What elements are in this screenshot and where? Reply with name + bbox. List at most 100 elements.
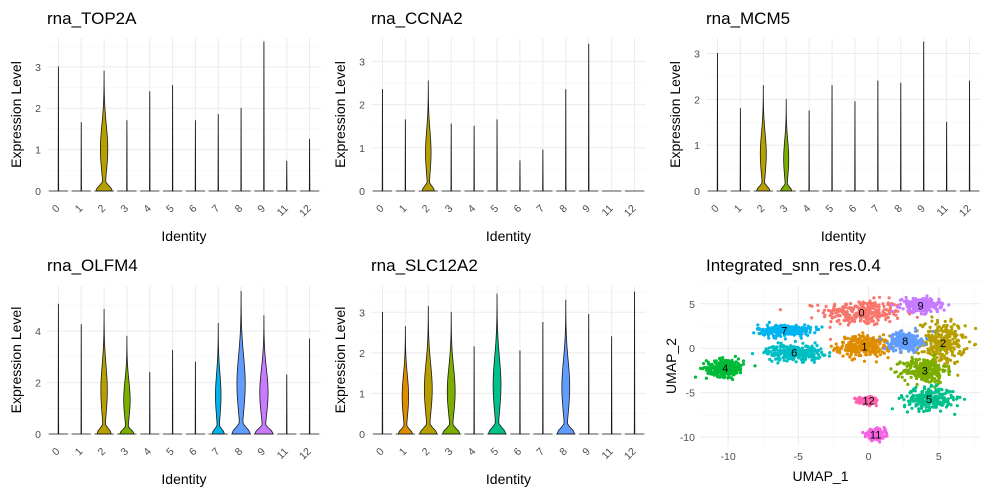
umap-point: [850, 319, 854, 323]
cluster-label: 11: [870, 429, 881, 441]
umap-point: [835, 346, 839, 350]
umap-point: [738, 371, 743, 375]
x-axis-label: Identity: [486, 228, 531, 244]
violin-3: [119, 335, 135, 435]
umap-point: [965, 346, 969, 351]
umap-point: [713, 368, 717, 372]
umap-point: [776, 361, 780, 365]
umap-point: [934, 405, 938, 409]
umap-point: [955, 404, 959, 408]
umap-point: [828, 351, 832, 355]
umap-point: [900, 375, 904, 379]
umap-point: [719, 366, 723, 370]
umap-point: [833, 315, 837, 319]
umap-point: [882, 347, 887, 351]
umap-point: [888, 310, 892, 314]
umap-point: [946, 328, 950, 333]
umap-point: [693, 375, 698, 379]
umap-point: [874, 360, 879, 364]
y-tick-label: 2: [35, 103, 41, 115]
umap-point: [785, 359, 789, 363]
umap-point: [919, 404, 923, 408]
umap-point: [934, 331, 938, 335]
umap-point: [868, 299, 872, 303]
umap-point: [814, 349, 819, 353]
violin-6: [519, 350, 521, 435]
umap-point: [896, 316, 900, 320]
umap-point: [797, 329, 801, 333]
umap-point: [823, 353, 827, 357]
umap-point: [777, 358, 781, 362]
x-tick-label: 6: [511, 203, 524, 216]
umap-point: [902, 336, 906, 340]
umap-point: [925, 369, 929, 373]
umap-point: [897, 396, 901, 400]
umap-point: [953, 361, 957, 365]
umap-point: [945, 351, 949, 355]
umap-point: [715, 363, 719, 367]
umap-point: [736, 366, 741, 370]
umap-point: [890, 309, 895, 313]
umap-point: [922, 376, 926, 380]
x-tick-label: 7: [534, 203, 547, 216]
umap-point: [872, 341, 876, 345]
umap-point: [905, 410, 910, 414]
umap-point: [963, 397, 967, 401]
umap-point: [926, 347, 930, 351]
umap-point: [838, 351, 842, 355]
umap-point: [829, 344, 833, 348]
umap-point: [788, 346, 792, 351]
umap-point: [804, 344, 808, 348]
umap-point: [855, 345, 860, 349]
panel-title: Integrated_snn_res.0.4: [706, 256, 881, 275]
umap-point: [898, 350, 902, 354]
umap-point: [921, 358, 926, 362]
umap-point: [868, 434, 872, 438]
violin-9: [588, 43, 590, 192]
umap-point: [929, 376, 934, 380]
umap-point: [941, 354, 946, 358]
umap-point: [878, 440, 882, 444]
umap-point: [939, 387, 943, 391]
umap-point: [778, 330, 782, 334]
umap-point: [812, 347, 816, 351]
umap-point: [765, 323, 770, 327]
x-tick-label: 8: [892, 203, 905, 216]
umap-point: [704, 376, 709, 380]
umap-point: [945, 341, 950, 345]
y-axis-label: Expression Level: [332, 307, 348, 414]
y-tick-label: 1: [359, 143, 365, 155]
y-tick-label: 3: [35, 62, 41, 74]
umap-point: [918, 338, 922, 342]
umap-point: [847, 317, 851, 321]
umap-point: [758, 332, 762, 336]
umap-point: [950, 328, 954, 332]
x-tick-label: 7: [534, 446, 547, 459]
umap-point: [877, 303, 881, 307]
violin-2: [755, 85, 771, 192]
x-tick-label: 8: [233, 446, 246, 459]
umap-point: [931, 339, 935, 343]
umap-point: [854, 350, 858, 354]
violin-11: [945, 121, 948, 192]
umap-point: [934, 307, 938, 311]
umap-point: [870, 435, 875, 439]
umap-point: [871, 319, 876, 323]
x-tick-label: 12: [622, 446, 639, 463]
umap-point: [862, 338, 866, 343]
umap-point: [909, 304, 913, 308]
umap-point: [909, 309, 913, 314]
umap-point: [917, 407, 921, 411]
umap-point: [912, 350, 916, 355]
umap-point: [949, 317, 953, 321]
umap-point: [843, 337, 847, 341]
umap-point: [757, 327, 761, 331]
panel-1: 0 1 2 3 4 5 6 7 8 9 11 120123rna_CCNA2IdentityExpre…: [332, 9, 646, 244]
violin-5: [487, 293, 507, 435]
x-tick-label: 6: [187, 446, 200, 459]
umap-point: [905, 339, 910, 343]
umap-point: [779, 326, 784, 330]
umap-point: [930, 315, 934, 319]
umap-point: [886, 356, 890, 360]
umap-point: [845, 352, 850, 356]
